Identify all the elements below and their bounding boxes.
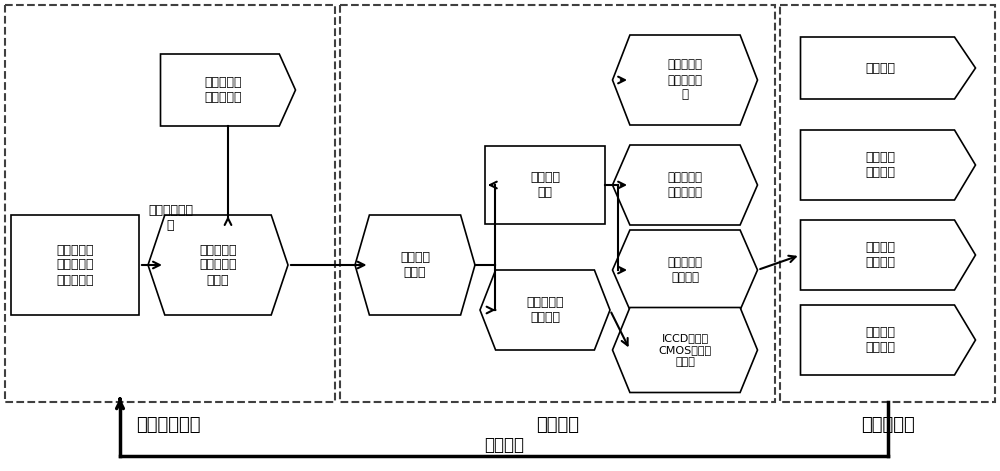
- Text: 真空灌注绝缘
油: 真空灌注绝缘 油: [148, 204, 193, 232]
- Text: 电流传感器
获得瞬态电
流: 电流传感器 获得瞬态电 流: [668, 58, 702, 101]
- Polygon shape: [480, 270, 610, 350]
- Text: 放电准备阶段: 放电准备阶段: [136, 416, 200, 434]
- Text: 重新设置
放电电压: 重新设置 放电电压: [865, 241, 895, 269]
- Text: 多次试验: 多次试验: [484, 436, 524, 454]
- Text: 滤油机干燥
进化绝缘油: 滤油机干燥 进化绝缘油: [204, 76, 242, 104]
- Text: 试验油箱内
抽真空静置
绝缘油: 试验油箱内 抽真空静置 绝缘油: [199, 244, 237, 286]
- Polygon shape: [160, 54, 296, 126]
- Text: 试验油箱更
换电极，设
置间隙长度: 试验油箱更 换电极，设 置间隙长度: [56, 244, 94, 286]
- Polygon shape: [800, 305, 976, 375]
- Text: 放电阶段: 放电阶段: [536, 416, 580, 434]
- Polygon shape: [800, 130, 976, 200]
- Polygon shape: [612, 230, 758, 310]
- Bar: [11, 215, 139, 315]
- Polygon shape: [800, 220, 976, 290]
- Polygon shape: [800, 37, 976, 99]
- Polygon shape: [355, 215, 475, 315]
- Polygon shape: [612, 145, 758, 225]
- Text: 油品取样: 油品取样: [865, 62, 895, 74]
- Polygon shape: [148, 215, 288, 315]
- Bar: [485, 146, 605, 224]
- Text: 光电倍增管
获得光信号: 光电倍增管 获得光信号: [668, 171, 702, 199]
- Text: ICCD及高速
CMOS获得流
注图像: ICCD及高速 CMOS获得流 注图像: [658, 333, 712, 366]
- Text: 施加放电
电压: 施加放电 电压: [530, 171, 560, 199]
- Text: 触发电路发
出电信号: 触发电路发 出电信号: [526, 296, 564, 324]
- Text: 放电后阶段: 放电后阶段: [861, 416, 915, 434]
- Text: 冲击电压
发生器: 冲击电压 发生器: [400, 251, 430, 279]
- Text: 分压器获得
放电电压: 分压器获得 放电电压: [668, 256, 702, 284]
- Bar: [340, 5, 775, 402]
- Polygon shape: [612, 35, 758, 125]
- Polygon shape: [612, 308, 758, 392]
- Bar: [5, 5, 335, 402]
- Bar: [780, 5, 995, 402]
- Text: 净化放电
后绝缘油: 净化放电 后绝缘油: [865, 326, 895, 354]
- Text: 存储同步
检测数据: 存储同步 检测数据: [865, 151, 895, 179]
